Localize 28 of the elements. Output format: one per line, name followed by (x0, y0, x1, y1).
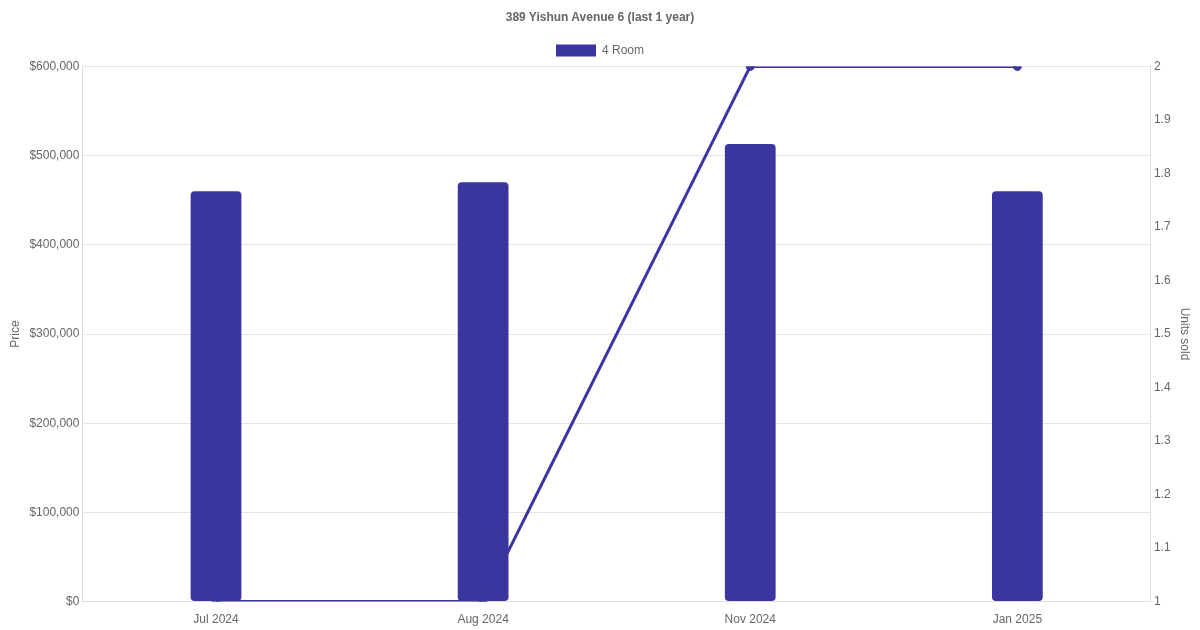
chart-title: 389 Yishun Avenue 6 (last 1 year) (505, 9, 695, 24)
y2-tick-label: 1.5 (1153, 326, 1171, 341)
x-tick-label: Aug 2024 (457, 612, 510, 627)
y2-tick-label: 1.7 (1153, 219, 1171, 234)
y2-tick-label: 1.6 (1153, 272, 1171, 287)
y-tick-label: $500,000 (29, 147, 80, 162)
y-tick-label: $400,000 (29, 237, 80, 252)
y2-tick-label: 1.8 (1153, 165, 1171, 180)
bar (991, 191, 1043, 602)
legend-label: 4 Room (601, 42, 645, 57)
y2-tick-label: 1.9 (1153, 112, 1171, 127)
x-tick-label: Jul 2024 (193, 612, 240, 627)
y2-tick-label: 1.4 (1153, 379, 1171, 394)
x-tick-label: Nov 2024 (724, 612, 777, 627)
x-tick-label: Jan 2025 (992, 612, 1043, 627)
y2-axis-title: Units sold (1178, 307, 1193, 361)
bar (724, 144, 776, 602)
y2-tick-label: 1.3 (1153, 433, 1171, 448)
y-axis-title: Price (7, 320, 22, 348)
y2-tick-label: 1.2 (1153, 486, 1171, 501)
y2-tick-label: 1 (1153, 593, 1161, 608)
y-tick-label: $0 (66, 593, 80, 608)
y-tick-label: $200,000 (29, 415, 80, 430)
y-tick-label: $600,000 (29, 58, 80, 73)
y-tick-label: $100,000 (29, 504, 80, 519)
y2-tick-label: 2 (1153, 58, 1161, 73)
y-tick-label: $300,000 (29, 326, 80, 341)
y2-tick-label: 1.1 (1153, 540, 1171, 555)
